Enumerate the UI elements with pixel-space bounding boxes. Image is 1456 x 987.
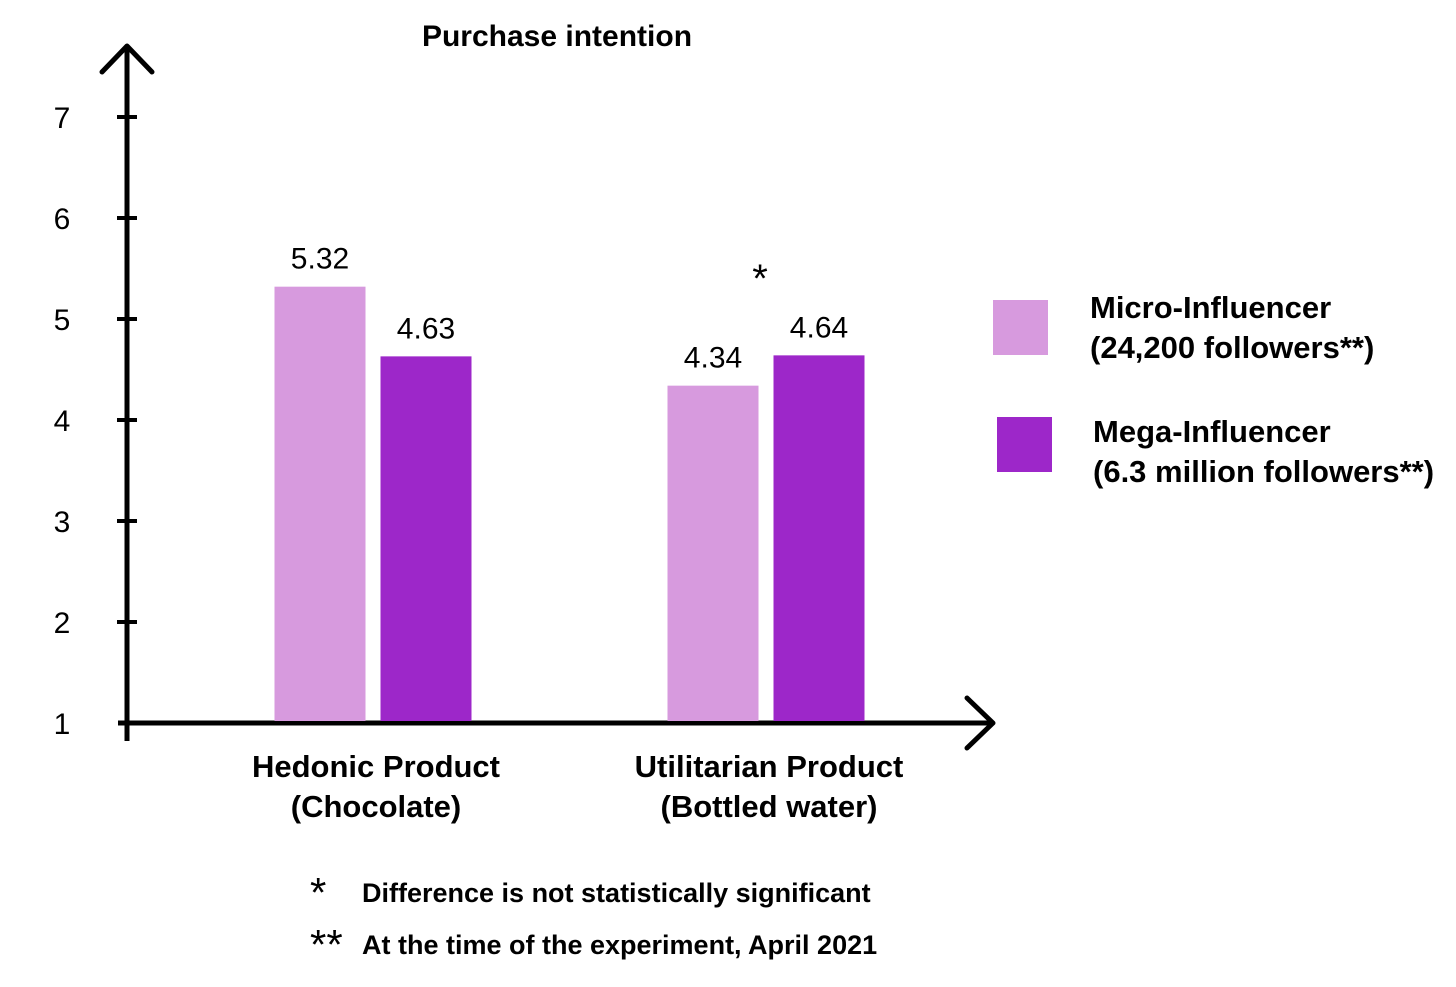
y-tick-label: 1 [54, 708, 71, 741]
footnote-2: ** At the time of the experiment, April … [310, 924, 877, 966]
legend-label-micro: Micro-Influencer (24,200 followers**) [1090, 288, 1374, 368]
y-tick-label: 5 [54, 304, 71, 337]
category-label: Hedonic Product (Chocolate) [252, 749, 500, 824]
category-label-line: Hedonic Product [252, 749, 500, 784]
bar [380, 356, 472, 721]
y-axis-arrow [99, 43, 155, 75]
y-tick-label: 3 [54, 506, 71, 539]
significance-annotation: * [752, 257, 768, 301]
y-tick-label: 4 [54, 405, 71, 438]
y-tick-label: 6 [54, 203, 71, 236]
category-label: Utilitarian Product (Bottled water) [635, 749, 904, 824]
legend-label-micro-line-2: (24,200 followers**) [1090, 330, 1375, 365]
legend-swatch-mega [997, 417, 1052, 472]
footnote-2-text: At the time of the experiment, April 202… [362, 929, 878, 960]
legend-item-mega: Mega-Influencer (6.3 million followers**… [997, 412, 1434, 492]
chart-title: Purchase intention [422, 20, 692, 53]
x-axis-arrow [964, 695, 996, 751]
bar [667, 385, 759, 721]
footnote-1-mark: * [310, 869, 327, 916]
category-label-line: Utilitarian Product [635, 749, 904, 784]
bar-value-label: 4.63 [397, 312, 455, 345]
bar [274, 286, 366, 721]
category-label-line: (Chocolate) [291, 789, 462, 824]
category-label-line: (Bottled water) [661, 789, 878, 824]
bar [773, 355, 865, 721]
legend-label-micro-line-1: Micro-Influencer [1090, 290, 1332, 325]
legend-label-mega: Mega-Influencer (6.3 million followers**… [1093, 412, 1434, 492]
bar-value-label: 4.34 [684, 342, 742, 375]
legend-item-micro: Micro-Influencer (24,200 followers**) [993, 288, 1374, 368]
axes: 1 2 3 4 5 6 7 [54, 43, 996, 751]
legend-label-mega-line-2: (6.3 million followers**) [1093, 454, 1435, 489]
bar-value-label: 5.32 [291, 243, 349, 276]
footnote-1: * Difference is not statistically signif… [310, 872, 871, 914]
footnote-2-mark: ** [310, 921, 343, 968]
footnote-1-text: Difference is not statistically signific… [362, 877, 871, 908]
legend-label-mega-line-1: Mega-Influencer [1093, 414, 1331, 449]
legend-swatch-micro [993, 300, 1048, 355]
y-tick-label: 2 [54, 607, 71, 640]
bar-value-label: 4.64 [790, 311, 848, 344]
y-tick-label: 7 [54, 102, 71, 135]
bars [274, 286, 865, 721]
labels: 5.32 4.63 Hedonic Product (Chocolate) 4.34 4.… [252, 243, 903, 824]
